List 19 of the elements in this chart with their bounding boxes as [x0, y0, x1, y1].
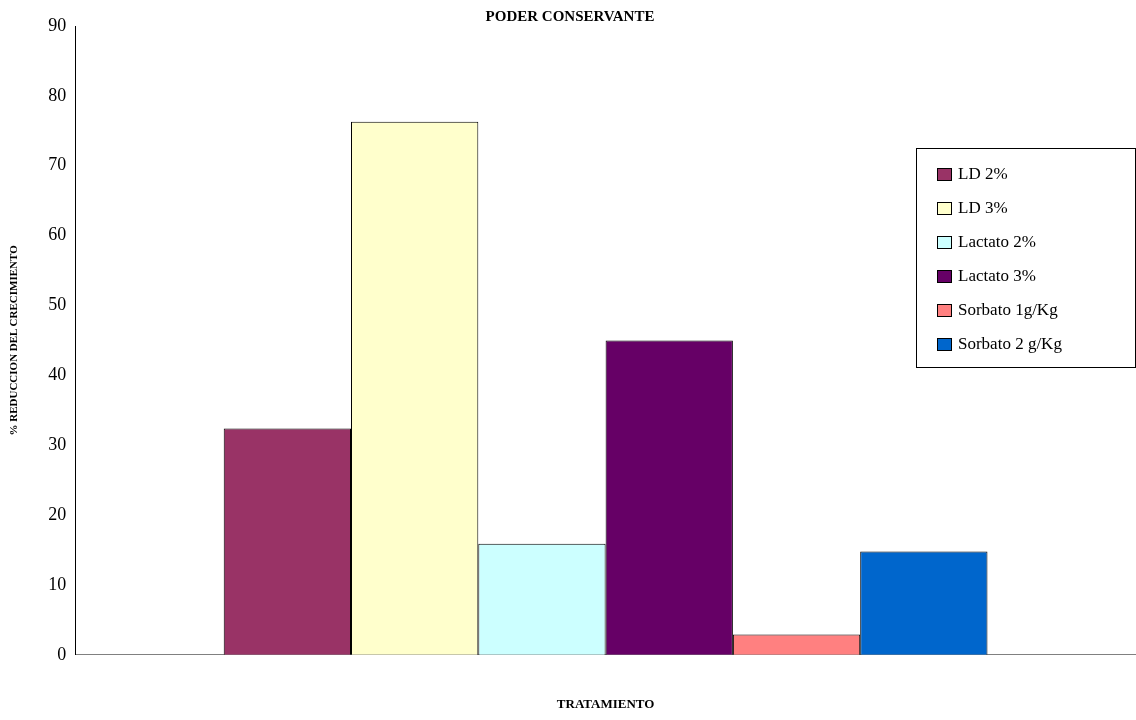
- y-tick-label: 90: [48, 14, 67, 35]
- chart-title: PODER CONSERVANTE: [485, 7, 655, 24]
- y-axis-title: % REDUCCION DEL CRECIMIENTO: [7, 244, 20, 436]
- legend-label: Sorbato 2 g/Kg: [958, 334, 1062, 354]
- y-tick-label: 50: [48, 294, 67, 315]
- y-tick-label: 30: [48, 433, 67, 454]
- legend-label: Lactato 3%: [958, 266, 1036, 286]
- legend-label: Lactato 2%: [958, 232, 1036, 252]
- x-axis-title: TRATAMIENTO: [556, 695, 655, 711]
- y-tick-label: 80: [48, 84, 67, 105]
- y-tick-label: 70: [48, 154, 67, 175]
- y-tick-label: 40: [48, 364, 67, 385]
- y-tick-label: 60: [48, 224, 67, 245]
- legend-label: LD 2%: [958, 164, 1008, 184]
- legend-label: Sorbato 1g/Kg: [958, 300, 1058, 320]
- legend-label: LD 3%: [958, 198, 1008, 218]
- y-tick-label: 10: [48, 573, 67, 594]
- y-tick-label: 20: [48, 503, 67, 524]
- y-tick-label: 0: [57, 643, 67, 664]
